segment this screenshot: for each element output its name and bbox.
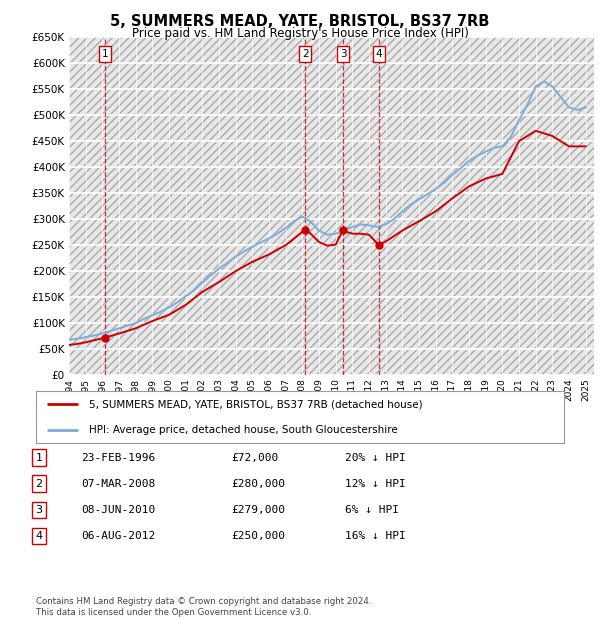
Text: 3: 3: [35, 505, 43, 515]
Text: 1: 1: [35, 453, 43, 463]
Text: £279,000: £279,000: [231, 505, 285, 515]
Text: £72,000: £72,000: [231, 453, 278, 463]
Text: Contains HM Land Registry data © Crown copyright and database right 2024.
This d: Contains HM Land Registry data © Crown c…: [36, 598, 371, 617]
Text: 2: 2: [35, 479, 43, 489]
Text: 5, SUMMERS MEAD, YATE, BRISTOL, BS37 7RB (detached house): 5, SUMMERS MEAD, YATE, BRISTOL, BS37 7RB…: [89, 399, 422, 409]
Text: 06-AUG-2012: 06-AUG-2012: [81, 531, 155, 541]
Text: 12% ↓ HPI: 12% ↓ HPI: [345, 479, 406, 489]
Text: £250,000: £250,000: [231, 531, 285, 541]
Text: 2: 2: [302, 49, 308, 59]
Text: 08-JUN-2010: 08-JUN-2010: [81, 505, 155, 515]
Text: 6% ↓ HPI: 6% ↓ HPI: [345, 505, 399, 515]
Text: 23-FEB-1996: 23-FEB-1996: [81, 453, 155, 463]
Text: 3: 3: [340, 49, 346, 59]
Text: 07-MAR-2008: 07-MAR-2008: [81, 479, 155, 489]
Text: HPI: Average price, detached house, South Gloucestershire: HPI: Average price, detached house, Sout…: [89, 425, 398, 435]
Text: 16% ↓ HPI: 16% ↓ HPI: [345, 531, 406, 541]
Text: £280,000: £280,000: [231, 479, 285, 489]
Text: 4: 4: [376, 49, 382, 59]
Text: 1: 1: [101, 49, 108, 59]
Text: 4: 4: [35, 531, 43, 541]
Text: Price paid vs. HM Land Registry's House Price Index (HPI): Price paid vs. HM Land Registry's House …: [131, 27, 469, 40]
Text: 5, SUMMERS MEAD, YATE, BRISTOL, BS37 7RB: 5, SUMMERS MEAD, YATE, BRISTOL, BS37 7RB: [110, 14, 490, 29]
Text: 20% ↓ HPI: 20% ↓ HPI: [345, 453, 406, 463]
